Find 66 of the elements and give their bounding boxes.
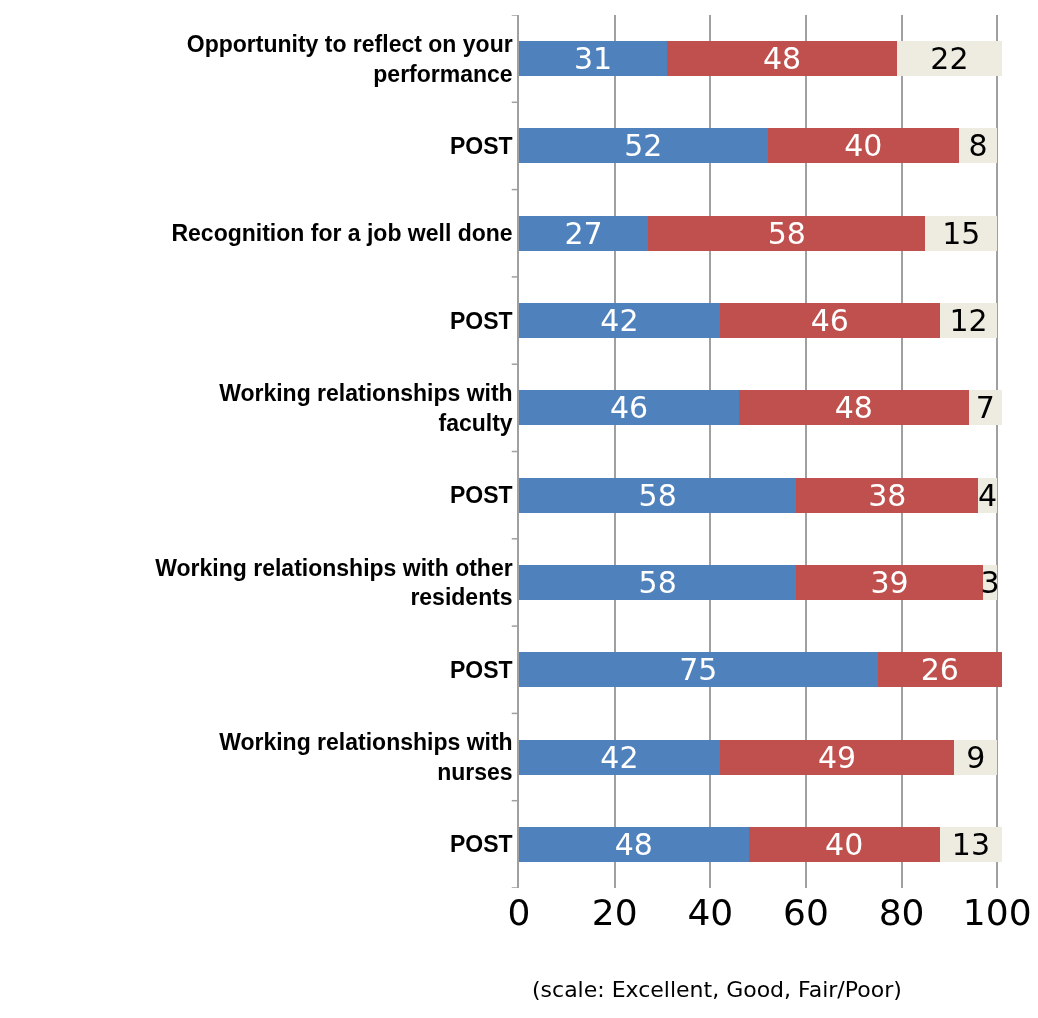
y-tick-label: Working relationships with nurses	[219, 729, 513, 786]
data-label: 40	[844, 128, 883, 164]
y-tick-label: Recognition for a job well done	[171, 220, 513, 247]
y-tick-label: POST	[450, 133, 513, 159]
bar	[519, 652, 878, 688]
data-label: 49	[817, 739, 857, 775]
y-tick-label: Working relationships with faculty	[219, 379, 513, 436]
data-label: 48	[614, 826, 653, 862]
y-tick-label: POST	[450, 831, 513, 858]
y-tick-label: POST	[450, 482, 513, 509]
data-label: 8	[968, 128, 988, 164]
bar	[519, 739, 720, 775]
data-label: 9	[966, 739, 986, 775]
data-label: 38	[868, 477, 907, 513]
data-label: 31	[574, 41, 613, 77]
bar	[519, 564, 797, 600]
y-tick-label: Opportunity to reflect on your performance	[186, 30, 513, 87]
data-label: 75	[679, 652, 718, 688]
data-label: 4	[978, 477, 998, 513]
bar	[796, 477, 979, 513]
bar	[519, 128, 768, 164]
data-label: 46	[609, 390, 649, 426]
data-label: 12	[949, 303, 988, 339]
bar	[519, 215, 649, 251]
bar	[767, 128, 959, 164]
bar	[719, 303, 940, 339]
y-tick-label: POST	[450, 307, 513, 334]
bar	[519, 303, 720, 339]
data-label: 26	[920, 652, 959, 688]
data-label: 48	[762, 41, 802, 77]
data-label: 46	[810, 303, 849, 339]
bar	[896, 41, 1002, 77]
bar	[519, 41, 668, 77]
bar	[519, 390, 739, 426]
x-tick-label: 0	[507, 892, 531, 933]
data-label: 42	[600, 303, 639, 339]
bar	[877, 652, 1002, 688]
x-tick-label: 60	[783, 892, 829, 933]
bar	[667, 41, 897, 77]
bar	[648, 215, 926, 251]
bar	[519, 826, 749, 862]
y-tick-label: POST	[450, 656, 513, 683]
bar	[748, 826, 940, 862]
data-label: 42	[600, 739, 639, 775]
data-label: 48	[834, 390, 873, 426]
data-label: 58	[638, 564, 677, 600]
data-label: 58	[638, 477, 677, 513]
data-label: 39	[870, 564, 909, 600]
data-label: 7	[975, 390, 995, 426]
x-tick-label: 20	[591, 892, 638, 933]
data-label: 27	[564, 215, 603, 251]
bar	[519, 477, 797, 513]
x-tick-label: 100	[962, 892, 1032, 933]
bar	[738, 390, 969, 426]
bar	[719, 739, 955, 775]
text: (scale: Excellent, Good, Fair/Poor)	[532, 977, 902, 1002]
data-label: 15	[942, 215, 981, 251]
y-tick-label: Working relationships with other residents	[155, 554, 513, 611]
bar	[796, 564, 983, 600]
x-tick-label: 80	[878, 892, 925, 933]
data-label: 22	[930, 41, 969, 77]
data-label: 58	[767, 215, 806, 251]
data-label: 52	[624, 128, 663, 164]
data-label: 40	[825, 826, 864, 862]
x-tick-label: 40	[687, 892, 734, 933]
data-label: 13	[951, 826, 991, 862]
